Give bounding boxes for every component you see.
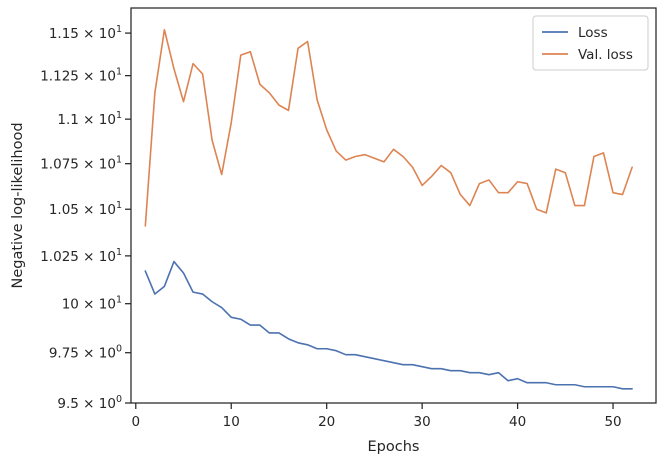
legend: Loss Val. loss	[532, 15, 649, 71]
y-tick-times: × 10	[79, 157, 116, 173]
y-tick-label: 1.1 × 101	[57, 110, 122, 128]
x-tick-label: 10	[223, 414, 240, 430]
y-tick-mantissa: 1.05	[49, 202, 79, 218]
x-tick-label: 20	[318, 414, 335, 430]
legend-label-loss: Loss	[578, 25, 608, 41]
y-tick-mantissa: 1.075	[40, 157, 79, 173]
y-tick-times: × 10	[79, 26, 116, 42]
y-tick-mantissa: 1.025	[40, 249, 79, 265]
y-tick-label: 1.025 × 101	[40, 247, 122, 265]
y-tick-exponent: 1	[116, 200, 122, 211]
y-tick-mantissa: 1.125	[40, 69, 79, 85]
x-tick-label: 30	[414, 414, 431, 430]
y-tick-exponent: 0	[116, 394, 122, 405]
x-tick-label: 40	[509, 414, 526, 430]
y-tick-exponent: 1	[116, 24, 122, 35]
y-tick-mantissa: 1.1	[57, 112, 78, 128]
y-tick-times: × 10	[79, 69, 116, 85]
y-tick-label: 9.75 × 100	[49, 344, 122, 362]
y-tick-label: 10 × 101	[62, 295, 122, 313]
series-line-val-loss	[144, 28, 633, 227]
y-tick-exponent: 0	[116, 344, 122, 355]
y-tick-times: × 10	[79, 297, 116, 313]
y-tick-times: × 10	[79, 249, 116, 265]
x-axis: 0 10 20 30 40 50	[131, 403, 622, 430]
x-tick-label: 50	[604, 414, 621, 430]
y-tick-times: × 10	[79, 396, 116, 412]
legend-frame	[532, 15, 649, 71]
y-tick-label: 1.05 × 101	[49, 200, 122, 218]
plot-area	[130, 7, 657, 404]
y-tick-mantissa: 9.5	[57, 396, 78, 412]
y-tick-exponent: 1	[116, 247, 122, 258]
y-tick-times: × 10	[79, 112, 116, 128]
y-tick-mantissa: 10	[62, 297, 79, 313]
y-tick-times: × 10	[79, 202, 116, 218]
y-tick-mantissa: 9.75	[49, 346, 79, 362]
y-tick-label: 1.075 × 101	[40, 155, 122, 173]
x-axis-label: Epochs	[368, 439, 420, 455]
y-tick-label: 9.5 × 100	[57, 394, 122, 412]
y-tick-exponent: 1	[116, 295, 122, 306]
legend-label-val-loss: Val. loss	[578, 47, 633, 63]
y-tick-exponent: 1	[116, 110, 122, 121]
y-tick-label: 1.125 × 101	[40, 67, 122, 85]
plot-frame	[130, 7, 657, 404]
y-tick-mantissa: 1.15	[49, 26, 79, 42]
y-tick-times: × 10	[79, 346, 116, 362]
series-layer	[144, 28, 633, 390]
y-tick-exponent: 1	[116, 155, 122, 166]
legend-entries: Loss Val. loss	[542, 25, 633, 63]
y-tick-exponent: 1	[116, 67, 122, 78]
y-tick-label: 1.15 × 101	[49, 24, 122, 42]
y-axis-label: Negative log-likelihood	[10, 122, 26, 288]
x-tick-label: 0	[131, 414, 140, 430]
series-line-loss	[144, 260, 633, 390]
